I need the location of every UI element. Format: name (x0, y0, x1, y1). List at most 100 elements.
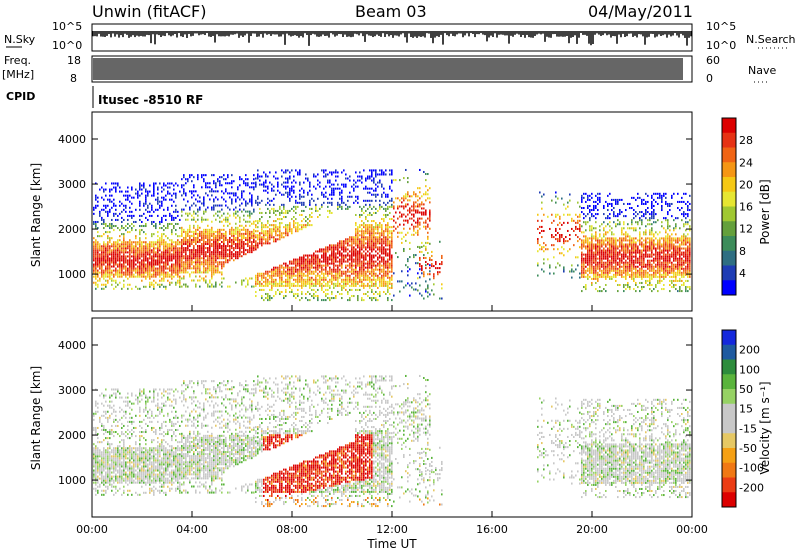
power-cell (403, 195, 405, 198)
power-cell (341, 171, 343, 174)
power-cell (221, 285, 223, 288)
power-cell (93, 247, 95, 250)
power-cell (273, 224, 275, 227)
power-cell (217, 255, 219, 258)
power-cell (159, 267, 161, 270)
power-cell (373, 220, 375, 223)
power-cell (283, 236, 285, 239)
power-cell (93, 253, 95, 256)
power-cell (229, 232, 231, 235)
power-cell (167, 225, 169, 228)
power-cell (539, 231, 541, 235)
power-cell (299, 278, 301, 281)
power-cell (319, 181, 321, 184)
power-cell (363, 260, 365, 263)
power-cell (291, 268, 293, 271)
power-cell (365, 226, 367, 229)
power-cell (113, 245, 115, 248)
power-cell (351, 278, 353, 281)
power-cell (401, 197, 403, 200)
power-cell (321, 250, 323, 253)
power-cell (353, 238, 355, 241)
power-cell (99, 210, 101, 213)
power-cell (247, 184, 249, 187)
power-cell (147, 261, 149, 264)
power-cell (341, 197, 343, 200)
power-cell (291, 272, 293, 275)
power-cell (141, 265, 143, 268)
power-cell (365, 284, 367, 287)
power-cell (111, 259, 113, 262)
power-cell (375, 246, 377, 249)
power-cell (231, 251, 233, 254)
power-cell (149, 277, 151, 280)
power-cell (171, 204, 173, 207)
power-cell (279, 213, 281, 217)
power-cell (425, 245, 427, 248)
power-cell (277, 218, 279, 221)
power-cell (117, 239, 119, 242)
power-cell (133, 275, 135, 278)
power-cell (325, 266, 327, 269)
power-cell (267, 292, 269, 296)
power-cell (185, 182, 187, 185)
power-cell (365, 185, 367, 188)
power-cell (301, 228, 303, 231)
power-cell (115, 245, 117, 248)
power-cell (271, 272, 273, 275)
power-cell (221, 267, 223, 270)
power-cell (347, 238, 349, 241)
power-cell (339, 264, 341, 267)
power-cell (441, 287, 443, 290)
power-cell (365, 274, 367, 277)
power-cell (233, 247, 235, 250)
power-cell (437, 267, 439, 270)
power-cell (343, 284, 345, 287)
power-cell (391, 240, 393, 243)
power-cell (305, 220, 307, 223)
power-cell (109, 253, 111, 256)
power-cell (307, 270, 309, 273)
power-cell (317, 262, 319, 265)
power-cell (177, 247, 179, 250)
power-cell (355, 276, 357, 279)
power-cell (251, 251, 253, 254)
power-cell (385, 216, 387, 219)
power-cell (223, 255, 225, 258)
power-cell (281, 169, 283, 172)
power-cell (285, 278, 287, 281)
power-cell (163, 188, 165, 191)
power-cell (111, 182, 113, 185)
power-cell (163, 267, 165, 270)
power-cell (185, 240, 187, 244)
power-cell (295, 228, 297, 231)
power-cell (167, 279, 169, 282)
power-cell (203, 267, 205, 270)
power-cell (167, 261, 169, 264)
power-cell (325, 288, 327, 291)
power-cell (261, 232, 263, 235)
power-cell (201, 247, 203, 250)
power-cell (251, 243, 253, 246)
power-cell (307, 254, 309, 257)
power-cell (417, 209, 419, 212)
power-cell (413, 288, 415, 291)
power-cell (293, 272, 295, 275)
power-cell (391, 246, 393, 249)
power-cell (303, 280, 305, 283)
power-cell (331, 258, 333, 261)
power-cell (97, 283, 99, 286)
power-cell (353, 240, 355, 243)
power-cell (179, 281, 181, 284)
power-cell (351, 288, 353, 291)
power-cell (363, 258, 365, 261)
power-cell (151, 261, 153, 264)
power-cell (183, 247, 185, 250)
power-cell (329, 256, 331, 259)
power-cell (541, 195, 543, 198)
power-cell (303, 195, 305, 198)
power-cell (279, 268, 281, 271)
power-cell (109, 249, 111, 252)
power-cell (375, 211, 377, 214)
power-cell (383, 266, 385, 269)
